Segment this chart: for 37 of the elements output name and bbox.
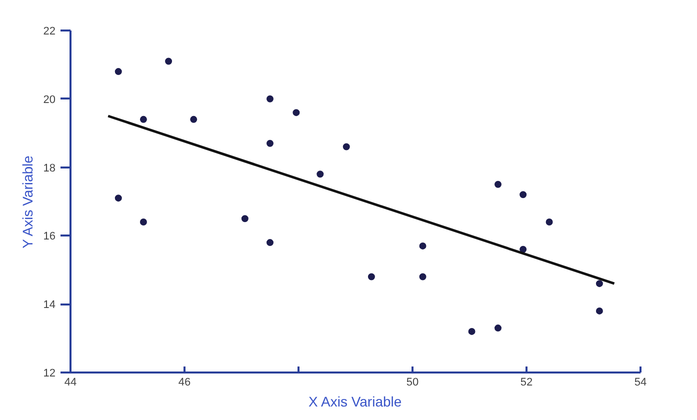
point [316, 170, 324, 178]
x-tick-label: 52 [520, 376, 533, 388]
x-axis-title: X Axis Variable [308, 394, 402, 410]
x-tick-label: 54 [634, 376, 647, 388]
y-tick-label: 14 [43, 299, 56, 312]
point [596, 307, 603, 314]
y-tick-label: 12 [43, 368, 56, 380]
point [419, 273, 426, 280]
point [292, 109, 300, 116]
point [468, 328, 476, 335]
point [419, 242, 426, 250]
point [114, 68, 122, 76]
y-tick-label: 22 [43, 26, 56, 38]
point [494, 180, 502, 188]
point [596, 280, 603, 288]
point [241, 215, 248, 222]
x-tick-label: 50 [406, 376, 419, 388]
point [140, 218, 147, 226]
point [114, 194, 122, 202]
y-axis-title: Y Axis Variable [19, 155, 36, 248]
point [494, 324, 502, 332]
point [520, 191, 527, 198]
point [266, 140, 274, 147]
y-tick-label: 18 [43, 162, 56, 174]
point [520, 246, 527, 253]
point [266, 95, 274, 102]
point [266, 239, 274, 246]
y-tick-label: 16 [43, 230, 56, 243]
y-tick-label: 20 [43, 94, 56, 106]
point [546, 218, 553, 226]
point [165, 58, 172, 65]
point [342, 143, 350, 150]
point [190, 116, 198, 123]
x-tick-label: 44 [64, 376, 77, 388]
point [368, 273, 375, 280]
x-tick-label: 46 [178, 376, 191, 388]
point [140, 116, 147, 123]
